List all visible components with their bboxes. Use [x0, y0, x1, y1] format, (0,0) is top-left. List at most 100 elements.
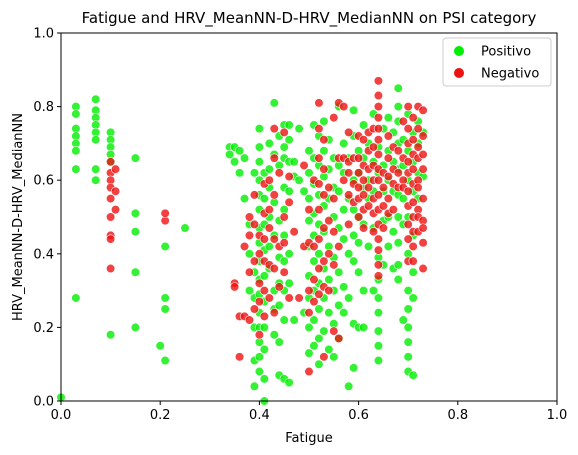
data-point	[373, 76, 384, 86]
x-tick-label: 0.6	[348, 408, 369, 423]
data-point	[264, 175, 274, 185]
legend-box	[442, 37, 552, 87]
data-point	[314, 179, 324, 189]
chart-title: Fatigue and HRV_MeanNN-D-HRV_MedianNN on…	[82, 9, 537, 28]
data-point	[329, 227, 339, 237]
legend-marker	[454, 46, 464, 56]
data-point	[269, 330, 279, 340]
data-point	[339, 101, 349, 112]
data-point	[349, 230, 359, 240]
data-point	[334, 241, 344, 252]
data-point	[378, 201, 389, 211]
data-point	[130, 322, 140, 333]
x-tick-label: 0.4	[249, 408, 270, 423]
data-point	[284, 197, 294, 207]
data-point	[244, 230, 255, 240]
data-point	[403, 219, 413, 229]
data-point	[329, 326, 339, 336]
legend-label: Positivo	[481, 45, 531, 60]
data-point	[373, 149, 384, 160]
data-point	[363, 241, 374, 252]
data-point	[91, 164, 101, 174]
x-tick-label: 0.8	[447, 408, 468, 423]
data-point	[304, 168, 314, 178]
data-point	[373, 271, 384, 281]
data-point	[393, 168, 403, 178]
data-point	[358, 223, 369, 233]
data-point	[354, 168, 364, 178]
data-point	[413, 142, 423, 152]
data-point	[249, 168, 260, 178]
plot-area: 0.00.0 0.2 0.2 0.4 0.4 0.6 0.6 0.8 0.8 1.0 1.0	[33, 27, 567, 424]
data-point	[105, 263, 116, 274]
data-point	[368, 286, 379, 296]
data-point	[319, 190, 329, 200]
data-point	[418, 105, 428, 115]
data-point	[373, 260, 384, 270]
data-point	[279, 267, 289, 277]
data-point	[319, 164, 329, 174]
data-point	[314, 205, 324, 215]
data-point	[259, 194, 269, 204]
data-point	[239, 153, 250, 163]
data-point	[373, 135, 384, 145]
data-point	[403, 124, 413, 134]
data-point	[309, 274, 319, 285]
data-point	[269, 308, 279, 318]
data-point	[284, 171, 294, 182]
data-point	[403, 101, 413, 112]
data-point	[304, 194, 314, 204]
data-point	[314, 153, 324, 163]
data-point	[160, 355, 170, 366]
data-point	[373, 101, 384, 112]
data-point	[408, 135, 418, 145]
data-point	[383, 131, 393, 141]
data-point	[334, 333, 344, 344]
data-point	[358, 286, 369, 296]
data-point	[309, 315, 319, 325]
data-point	[160, 208, 170, 218]
data-point	[314, 333, 324, 344]
data-point	[334, 300, 344, 310]
y-axis-label: HRV_MeanNN-D-HRV_MedianNN	[11, 113, 26, 321]
data-point	[249, 381, 260, 391]
data-point	[418, 194, 428, 204]
data-point	[279, 212, 289, 222]
data-point	[71, 146, 81, 156]
data-point	[230, 157, 240, 167]
data-point	[354, 267, 364, 277]
data-point	[408, 293, 418, 303]
data-point	[354, 153, 364, 163]
data-point	[254, 297, 264, 307]
data-point	[403, 234, 413, 244]
data-point	[230, 282, 240, 292]
data-point	[269, 153, 279, 163]
data-point	[314, 304, 324, 314]
data-point	[413, 182, 423, 193]
data-point	[304, 146, 314, 156]
data-point	[244, 286, 255, 296]
data-point	[264, 205, 274, 215]
data-point	[408, 197, 418, 207]
data-point	[393, 238, 403, 248]
data-point	[383, 153, 393, 163]
data-point	[319, 256, 329, 266]
data-point	[378, 223, 389, 233]
data-point	[274, 282, 284, 292]
data-point	[324, 216, 334, 226]
data-point	[234, 168, 245, 178]
data-point	[403, 304, 413, 314]
data-point	[339, 308, 349, 318]
data-point	[269, 234, 279, 244]
y-tick-label: 0.6	[33, 174, 54, 189]
data-point	[339, 205, 349, 215]
data-point	[393, 83, 403, 93]
data-point	[413, 124, 423, 134]
data-point	[254, 330, 264, 340]
x-tick-label: 0.0	[51, 408, 72, 423]
data-point	[319, 326, 329, 336]
data-point	[284, 120, 294, 130]
data-point	[234, 146, 245, 156]
data-point	[304, 366, 314, 377]
data-point	[339, 234, 349, 244]
